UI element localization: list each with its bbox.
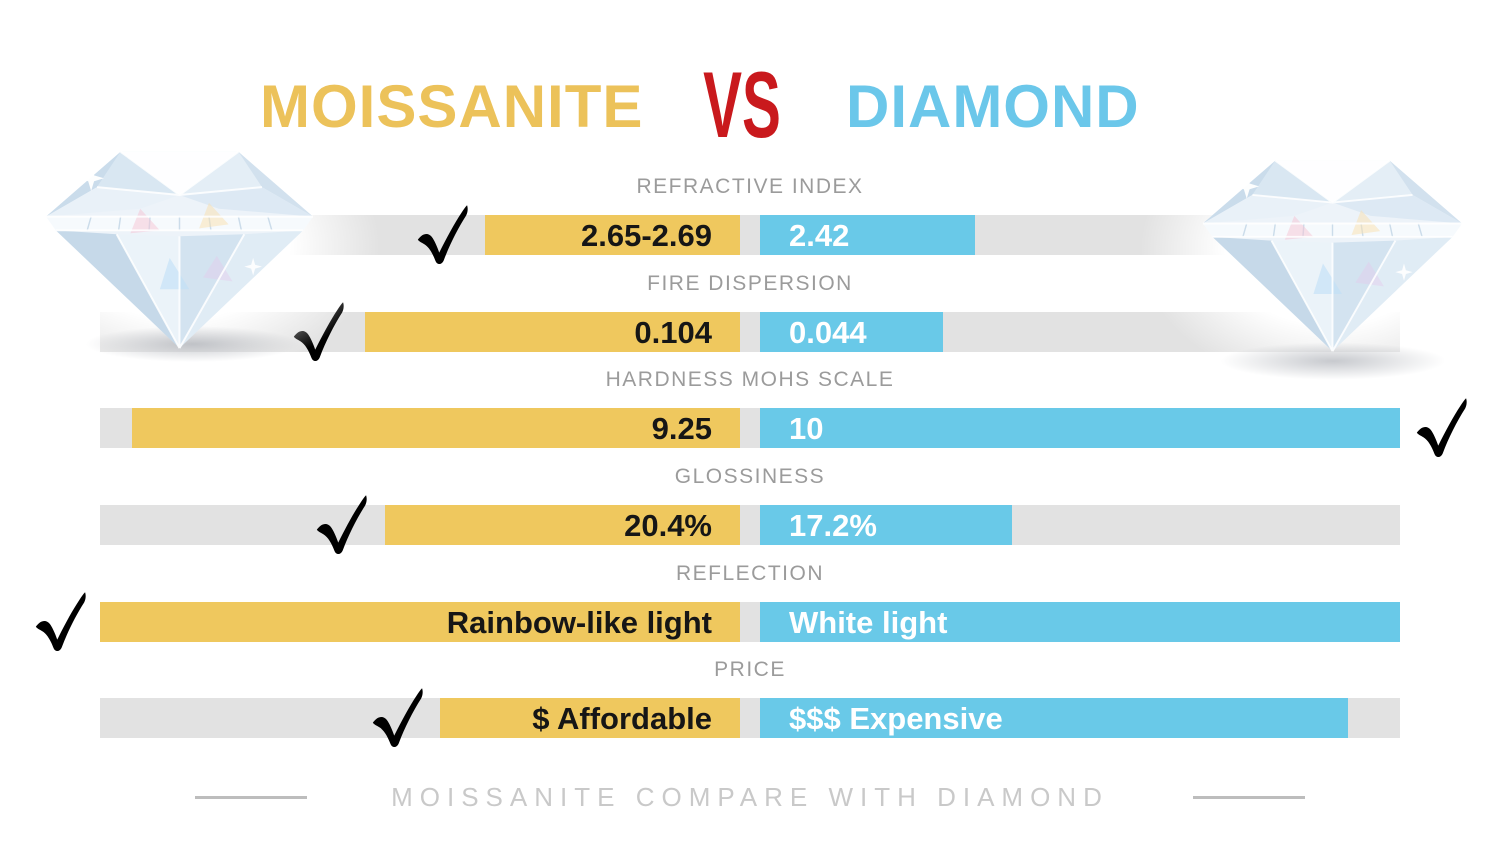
row-label: PRICE: [714, 658, 786, 681]
moissanite-gem-image: [22, 140, 337, 356]
moissanite-value: $ Affordable: [532, 701, 712, 736]
diamond-value: $$$ Expensive: [789, 701, 1003, 736]
footer-caption-row: MOISSANITE COMPARE WITH DIAMOND: [0, 782, 1500, 813]
moissanite-value: 9.25: [651, 411, 712, 446]
diamond-value: White light: [789, 605, 948, 640]
title-vs: VS: [703, 52, 781, 157]
moissanite-bar: 0.104: [365, 312, 740, 352]
diamond-value: 2.42: [789, 218, 850, 253]
diamond-bar: $$$ Expensive: [760, 698, 1348, 738]
row-label: REFRACTIVE INDEX: [636, 175, 864, 198]
bar-track: [100, 505, 1400, 545]
footer-right-rule: [1192, 796, 1305, 799]
diamond-value: 0.044: [789, 315, 867, 350]
title-diamond: DIAMOND: [846, 73, 1140, 140]
moissanite-bar: 20.4%: [385, 505, 740, 545]
diamond-bar: 17.2%: [760, 505, 1012, 545]
winner-check-icon: [416, 204, 468, 266]
row-label: HARDNESS MOHS SCALE: [605, 368, 895, 391]
moissanite-bar: Rainbow-like light: [100, 602, 740, 642]
winner-check-icon: [1415, 397, 1467, 459]
winner-check-icon: [371, 687, 423, 749]
footer-caption: MOISSANITE COMPARE WITH DIAMOND: [391, 782, 1109, 812]
moissanite-value: 2.65-2.69: [581, 218, 712, 253]
comparison-row-reflection: REFLECTION Rainbow-like light White ligh…: [0, 562, 1500, 642]
moissanite-bar: $ Affordable: [440, 698, 740, 738]
moissanite-bar: 9.25: [132, 408, 740, 448]
comparison-row-glossiness: GLOSSINESS 20.4% 17.2%: [0, 465, 1500, 545]
comparison-row-hardness: HARDNESS MOHS SCALE 9.25 10: [0, 368, 1500, 448]
row-label: GLOSSINESS: [674, 465, 826, 488]
moissanite-value: 0.104: [634, 315, 712, 350]
diamond-bar: 10: [760, 408, 1400, 448]
diamond-bar: 0.044: [760, 312, 943, 352]
diamond-bar: White light: [760, 602, 1400, 642]
moissanite-value: Rainbow-like light: [446, 605, 712, 640]
diamond-value: 10: [789, 411, 824, 446]
diamond-bar: 2.42: [760, 215, 975, 255]
diamond-gem-image: [1180, 142, 1485, 366]
moissanite-value: 20.4%: [624, 508, 712, 543]
winner-check-icon: [34, 591, 86, 653]
moissanite-bar: 2.65-2.69: [485, 215, 740, 255]
row-label: FIRE DISPERSION: [647, 272, 853, 295]
footer-left-rule: [195, 796, 308, 799]
diamond-value: 17.2%: [789, 508, 877, 543]
comparison-row-price: PRICE $ Affordable $$$ Expensive: [0, 658, 1500, 738]
winner-check-icon: [315, 494, 367, 556]
row-label: REFLECTION: [675, 562, 824, 585]
